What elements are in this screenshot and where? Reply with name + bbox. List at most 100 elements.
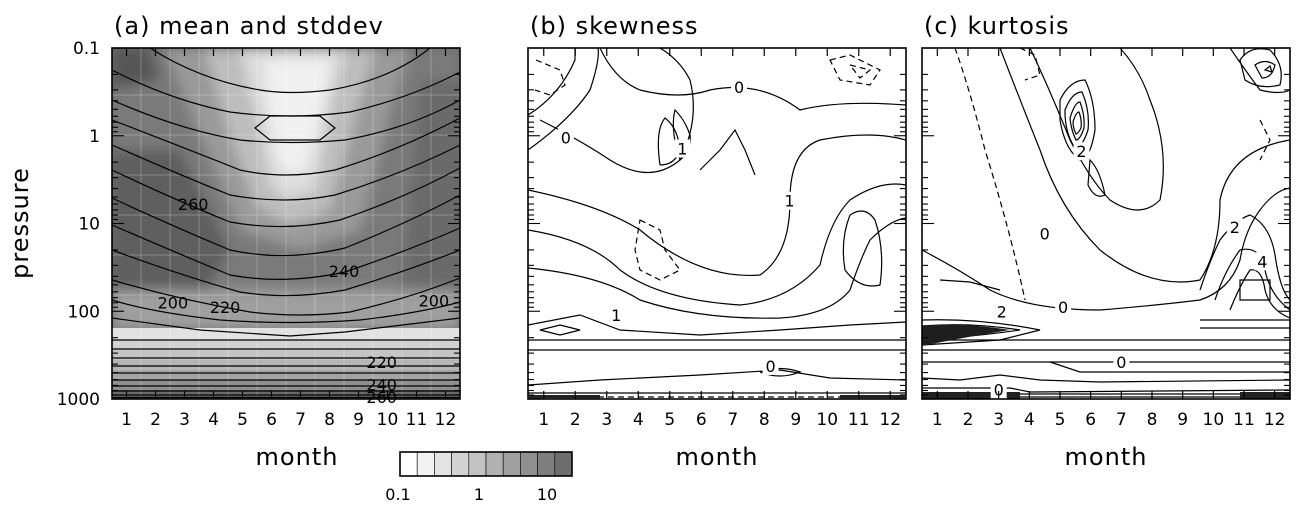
contour-label: 4	[1257, 252, 1267, 271]
y-tick-label: 0.1	[73, 39, 100, 59]
x-tick-label: 10	[816, 410, 838, 430]
contour-label: 240	[329, 262, 360, 281]
contour-label: 1	[611, 306, 621, 325]
x-tick-label: 4	[633, 410, 644, 430]
x-tick-label: 1	[932, 410, 943, 430]
x-tick-label: 4	[208, 410, 219, 430]
y-tick-label: 1	[89, 127, 100, 147]
contour-label: 260	[366, 388, 397, 407]
panel-kurtosis: (c) kurtosis	[921, 12, 1291, 400]
x-tick-label: 9	[353, 410, 364, 430]
contour-label-bg	[993, 302, 1010, 321]
x-tick-label: 5	[664, 410, 675, 430]
y-tick-label: 100	[68, 302, 100, 322]
x-tick-label: 2	[150, 410, 161, 430]
skewness-contours	[528, 48, 906, 398]
contour-label-bg	[781, 191, 798, 210]
x-tick-label: 10	[377, 410, 399, 430]
y-tick-label: 1000	[57, 390, 100, 410]
x-tick-label: 6	[696, 410, 707, 430]
colorbar-label-mid: 1	[474, 485, 484, 504]
contour-label-bg	[990, 380, 1007, 399]
x-tick-label: 11	[406, 410, 428, 430]
x-tick-label: 3	[601, 410, 612, 430]
colorbar-cell	[485, 451, 504, 477]
contour-label: 2	[1230, 218, 1240, 237]
colorbar-cell	[537, 451, 556, 477]
colorbar-cells	[399, 451, 573, 477]
contour-label: 0	[734, 78, 744, 97]
x-tick-label: 8	[759, 410, 770, 430]
panel-mean-stddev: (a) mean and stddev	[111, 12, 461, 407]
colorbar: 0.1 1 10	[385, 451, 573, 504]
contour-label-bg	[557, 128, 574, 147]
colorbar-label-low: 0.1	[385, 485, 410, 504]
x-tick-label: 7	[1116, 410, 1127, 430]
x-tick-label: 7	[727, 410, 738, 430]
x-tick-label: 11	[1233, 410, 1255, 430]
x-tick-label: 3	[993, 410, 1004, 430]
x-tick-label: 8	[324, 410, 335, 430]
panel-b-frame	[527, 47, 907, 400]
contour-label: 200	[158, 294, 189, 313]
x-axis-label-a: month	[256, 443, 339, 471]
contour-label: 0	[1040, 224, 1050, 243]
x-tick-label: 12	[1264, 410, 1286, 430]
panel-b-contour-labels: 0 0 1 1 1 0	[557, 78, 798, 376]
x-tick-label: 4	[1024, 410, 1035, 430]
contour-label: 1	[677, 140, 687, 159]
contour-label: 2	[1076, 142, 1086, 161]
x-tick-label: 3	[179, 410, 190, 430]
contour-label: 0	[994, 381, 1004, 400]
y-tick-labels: 0.1 1 10 100 1000	[57, 39, 100, 410]
x-axis-label-b: month	[676, 443, 759, 471]
contour-label-bg	[608, 305, 625, 324]
skewness-dense-bands	[528, 395, 906, 399]
colorbar-cell	[468, 451, 487, 477]
x-tick-label: 6	[266, 410, 277, 430]
contour-label: 0	[1058, 298, 1068, 317]
contour-label-bg	[762, 356, 779, 375]
x-tick-labels: 1 2 3 4 5 6 7 8 9 10 11 12 1 2 3 4 5 6 7 8 9 10 11 12 1 2 3 4 5 6 7 8 9 1…	[121, 410, 1285, 430]
contour-label-bg	[731, 78, 748, 97]
panel-b-title: (b) skewness	[530, 12, 699, 40]
x-tick-label: 10	[1203, 410, 1225, 430]
contour-label: 260	[178, 195, 209, 214]
colorbar-cell	[502, 451, 521, 477]
x-tick-label: 2	[570, 410, 581, 430]
panel-a-title: (a) mean and stddev	[114, 12, 384, 40]
panel-skewness: (b) skewness 0 0 1 1 1	[527, 12, 907, 400]
contour-label: 240	[366, 375, 397, 394]
colorbar-label-high: 10	[537, 485, 557, 504]
y-axis-label: pressure	[6, 167, 34, 279]
stddev-shading	[112, 48, 460, 399]
contour-label-bg	[1254, 252, 1271, 271]
colorbar-frame	[399, 451, 573, 477]
x-tick-label: 1	[121, 410, 132, 430]
mean-contours	[112, 48, 460, 399]
contour-label-bg	[1036, 224, 1053, 243]
contour-label-bg	[1226, 218, 1243, 237]
x-tick-label: 9	[1177, 410, 1188, 430]
contour-label-bg	[674, 139, 691, 158]
x-tick-label: 9	[790, 410, 801, 430]
x-tick-label: 12	[879, 410, 901, 430]
x-axis-label-c: month	[1065, 443, 1148, 471]
colorbar-cell	[399, 451, 418, 477]
panel-c-title: (c) kurtosis	[924, 12, 1070, 40]
y-tick-label: 10	[78, 215, 100, 235]
colorbar-cell	[434, 451, 452, 477]
x-tick-label: 5	[1055, 410, 1066, 430]
contour-label-bg	[1113, 353, 1130, 372]
contour-label: 2	[997, 302, 1007, 321]
x-tick-label: 1	[538, 410, 549, 430]
colorbar-cell	[520, 451, 538, 477]
x-tick-label: 5	[237, 410, 248, 430]
colorbar-cell	[554, 451, 573, 477]
contour-label: 200	[419, 291, 450, 310]
x-tick-label: 6	[1085, 410, 1096, 430]
contour-label: 220	[366, 353, 397, 372]
contour-label: 220	[210, 298, 241, 317]
